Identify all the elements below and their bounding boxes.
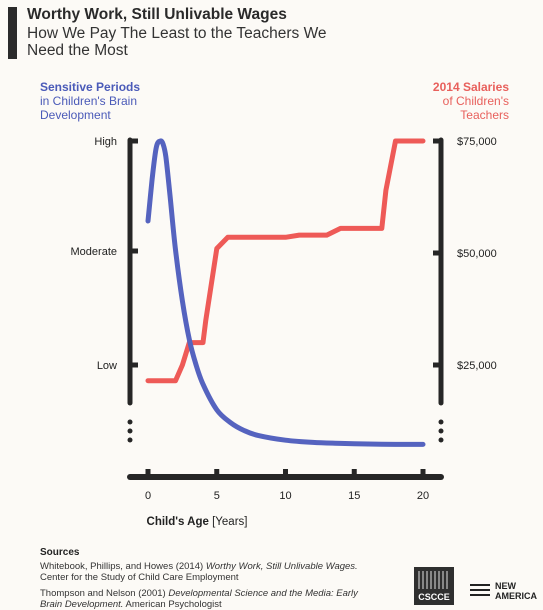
source-1-title: Worthy Work, Still Unlivable Wages. xyxy=(205,561,358,572)
source-1: Whitebook, Phillips, and Howes (2014) Wo… xyxy=(40,561,370,583)
legend-left-head: Sensitive Periods xyxy=(40,80,141,94)
right-axis-break-dot xyxy=(438,437,444,443)
right-tick-label: $25,000 xyxy=(457,360,497,372)
cscce-logo-text: CSCCE xyxy=(418,592,450,602)
legend-right-sub: of Children's Teachers xyxy=(442,94,509,122)
left-tick-label: High xyxy=(94,136,117,148)
left-tick-label: Moderate xyxy=(71,246,117,258)
x-tick-label: 0 xyxy=(145,490,151,502)
legend-right-head: 2014 Salaries xyxy=(432,80,509,94)
x-tick-label: 20 xyxy=(417,490,429,502)
legend-left-sub: in Children's Brain Development xyxy=(40,94,138,122)
legend-sensitive-periods: Sensitive Periods in Children's Brain De… xyxy=(40,80,145,122)
right-axis-break-dot xyxy=(438,419,444,425)
title-accent-bar xyxy=(8,7,17,59)
left-axis-break-dot xyxy=(127,419,133,425)
chart-labels: High Moderate Low $75,000 $50,000 $25,000 0 5 10… xyxy=(71,136,497,528)
left-axis-break-dot xyxy=(127,437,133,443)
x-tick-label: 5 xyxy=(214,490,220,502)
chart-title: Worthy Work, Still Unlivable Wages xyxy=(27,6,287,23)
source-2-rest: American Psychologist xyxy=(123,599,222,610)
source-2: Thompson and Nelson (2001) Developmental… xyxy=(40,588,370,610)
new-america-logo-text: NEW AMERICA xyxy=(495,581,537,601)
right-tick-label: $50,000 xyxy=(457,248,497,260)
salaries-line xyxy=(145,138,426,384)
chart-subtitle: How We Pay The Least to the Teachers We … xyxy=(27,25,327,59)
chart-series xyxy=(145,138,426,447)
sensitive-periods-line xyxy=(145,138,426,447)
source-1-rest: Center for the Study of Child Care Emplo… xyxy=(40,572,239,583)
chart-axes xyxy=(127,137,444,480)
source-2-authors: Thompson and Nelson (2001) xyxy=(40,588,169,599)
source-1-authors: Whitebook, Phillips, and Howes (2014) xyxy=(40,561,206,572)
right-tick-label: $75,000 xyxy=(457,136,497,148)
x-tick-label: 10 xyxy=(279,490,291,502)
left-tick-label: Low xyxy=(97,360,117,372)
cscce-logo-art xyxy=(418,571,450,589)
sources-label: Sources xyxy=(40,547,80,558)
new-america-lines-icon xyxy=(470,584,490,599)
source-2-title: Developmental Science and the Media: Ear… xyxy=(40,588,358,610)
right-axis-break-dot xyxy=(438,428,444,434)
x-axis-title: Child's Age [Years] xyxy=(147,516,248,528)
legend-salaries: 2014 Salaries of Children's Teachers xyxy=(419,80,509,122)
left-axis-break-dot xyxy=(127,428,133,434)
cscce-logo: CSCCE xyxy=(414,567,454,605)
x-tick-label: 15 xyxy=(348,490,360,502)
